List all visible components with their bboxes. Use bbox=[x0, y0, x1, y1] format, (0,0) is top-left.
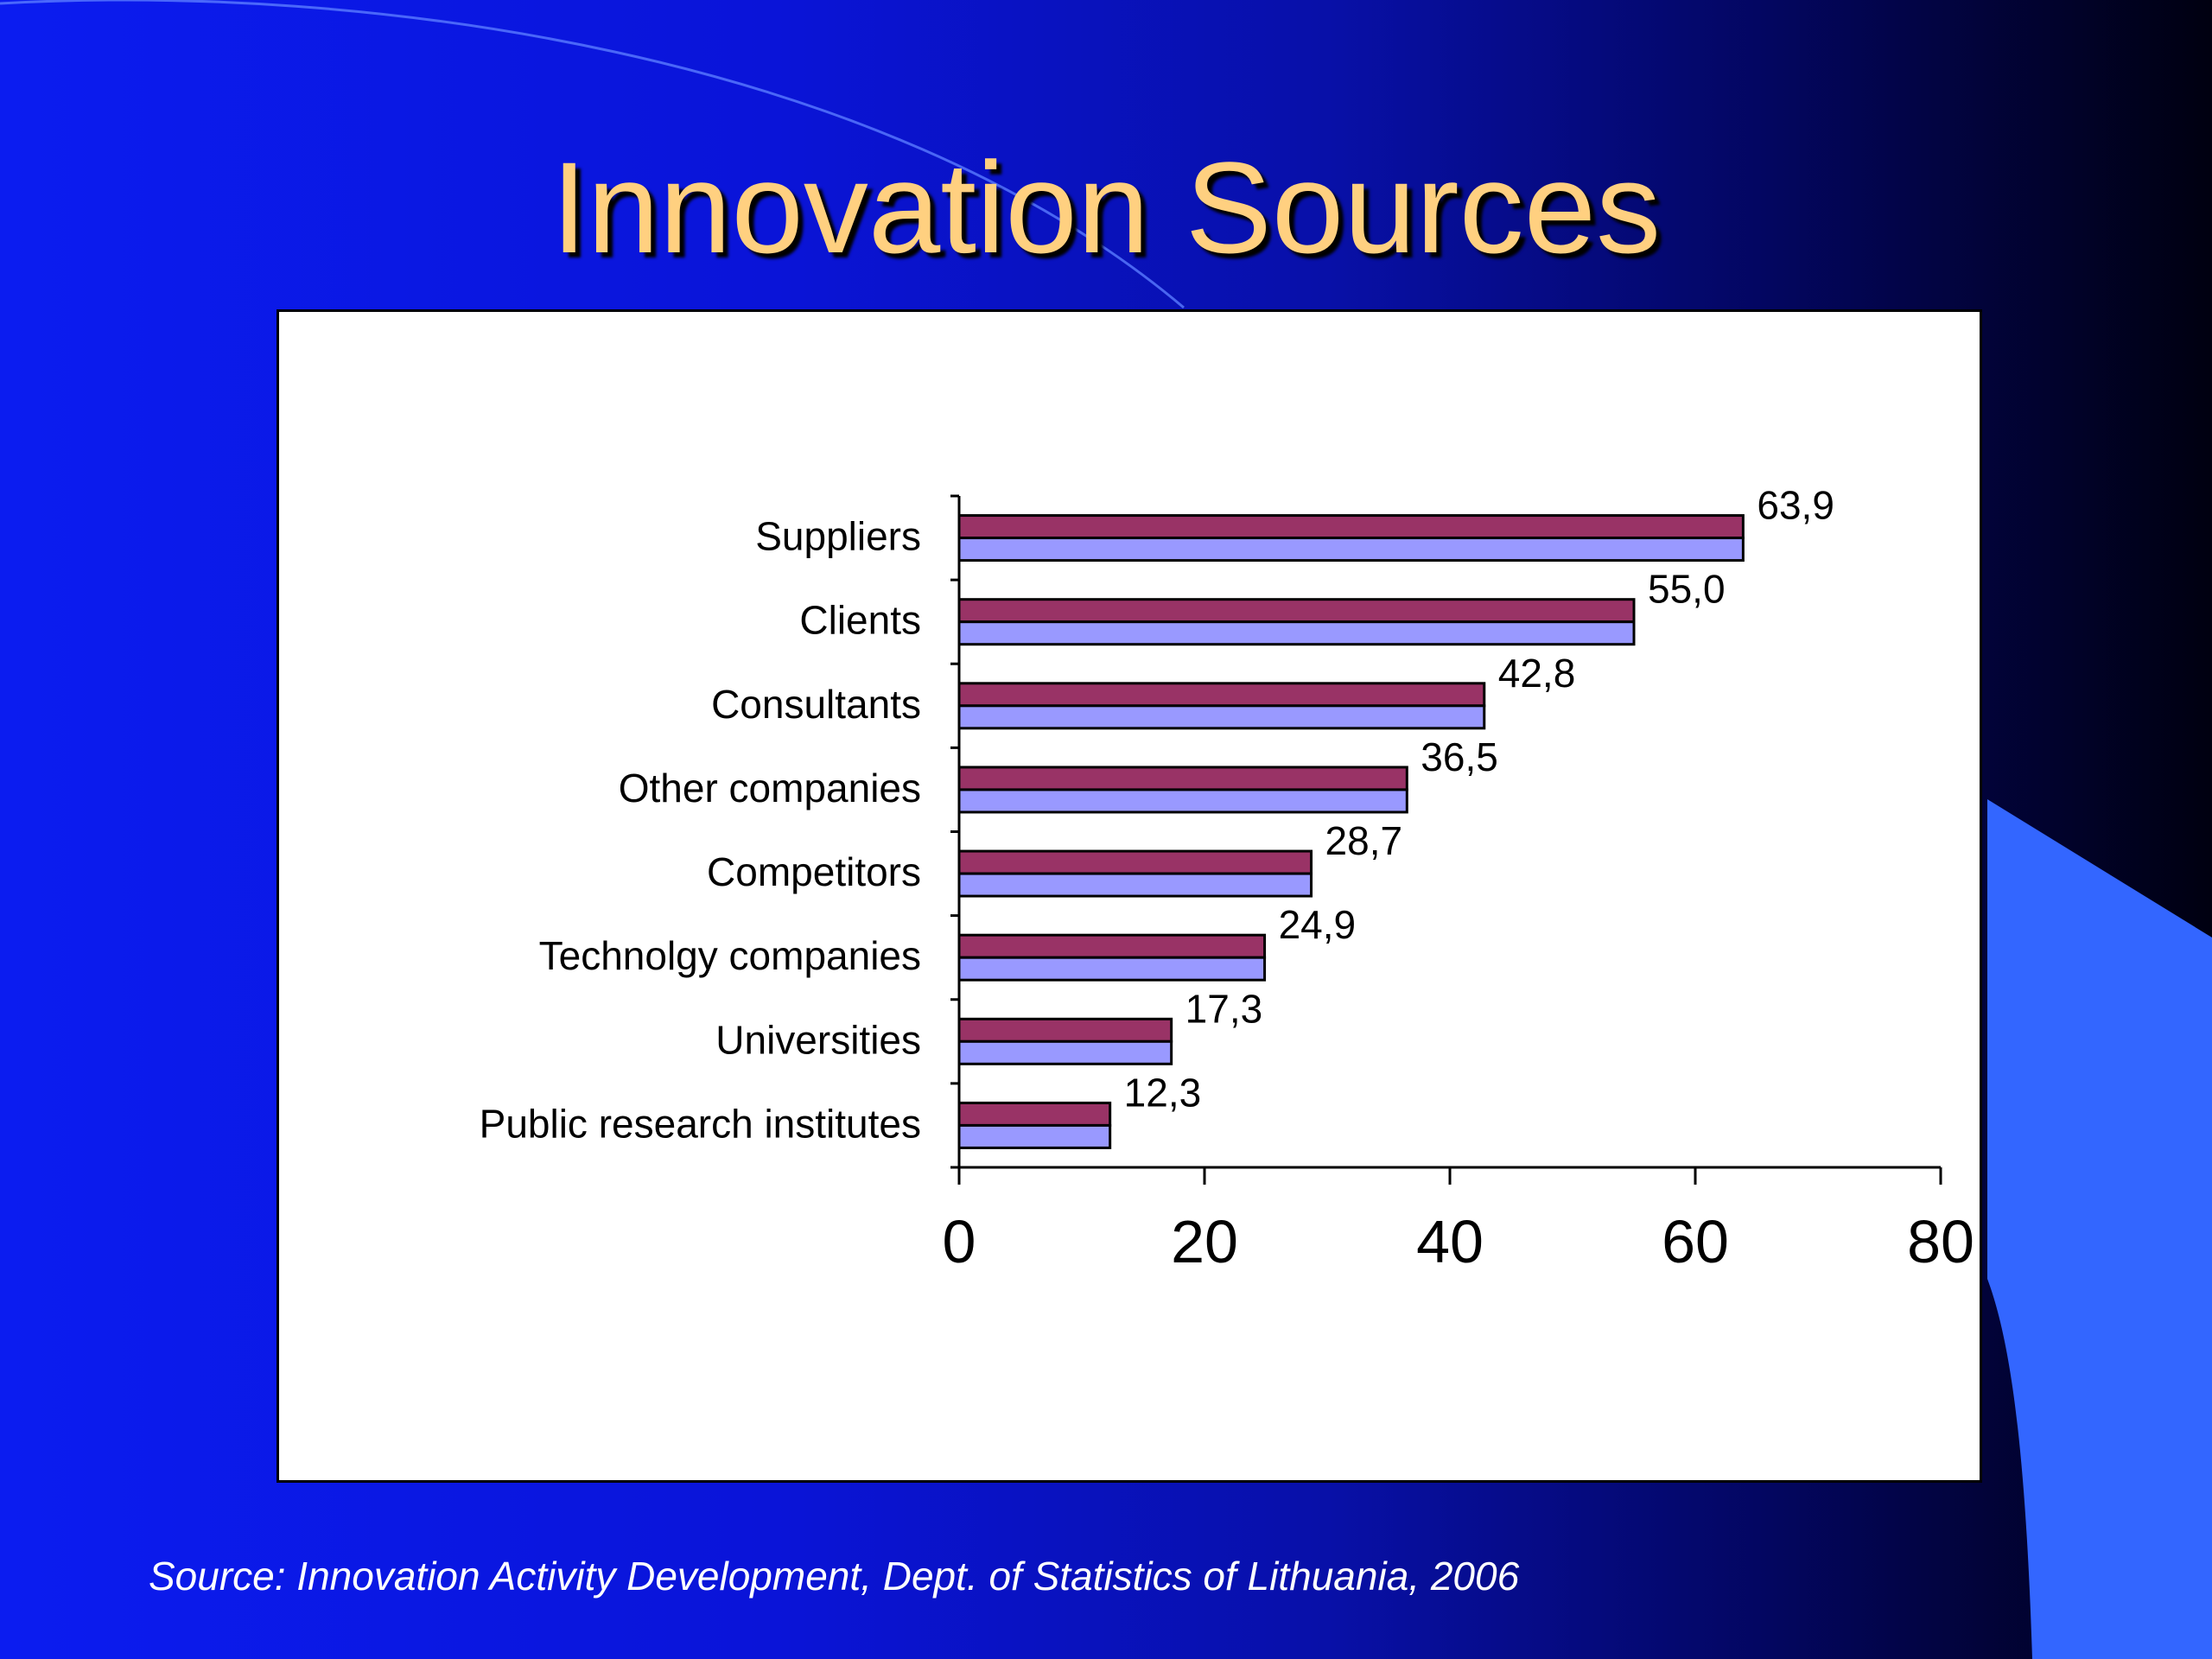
category-label: Universities bbox=[715, 1017, 921, 1062]
source-note: Source: Innovation Activity Development,… bbox=[149, 1554, 1520, 1599]
category-label: Other companies bbox=[619, 766, 921, 810]
value-tick-label: 40 bbox=[1416, 1208, 1484, 1275]
bar-dark bbox=[957, 849, 1313, 875]
bar-light bbox=[957, 1039, 1173, 1065]
bar-light bbox=[957, 620, 1636, 646]
data-label: 12,3 bbox=[1124, 1070, 1202, 1115]
bar-light bbox=[957, 788, 1408, 814]
bar-dark bbox=[957, 682, 1486, 708]
data-label: 55,0 bbox=[1648, 567, 1726, 612]
category-label: Consultants bbox=[711, 682, 921, 727]
data-label: 42,8 bbox=[1498, 651, 1576, 696]
data-label: 63,9 bbox=[1757, 483, 1834, 528]
category-label: Public research institutes bbox=[480, 1101, 921, 1146]
value-tick-label: 80 bbox=[1907, 1208, 1974, 1275]
category-label: Competitors bbox=[707, 849, 921, 894]
bar-dark bbox=[957, 598, 1636, 624]
bar-dark bbox=[957, 1101, 1112, 1127]
bar-dark bbox=[957, 933, 1267, 959]
bar-dark bbox=[957, 514, 1745, 540]
bar-light bbox=[957, 872, 1313, 898]
bar-light bbox=[957, 537, 1745, 563]
category-label: Clients bbox=[799, 598, 921, 643]
data-label: 28,7 bbox=[1325, 818, 1403, 863]
value-tick-label: 60 bbox=[1662, 1208, 1729, 1275]
data-label: 36,5 bbox=[1421, 734, 1498, 779]
slide-title: Innovation Sources bbox=[550, 135, 1662, 280]
bar-light bbox=[957, 704, 1486, 730]
bar-chart: Suppliers 63,9 Clients 55,0 Consultants 42,8 O… bbox=[480, 483, 1974, 1275]
value-tick-label: 20 bbox=[1171, 1208, 1238, 1275]
category-label: Technolgy companies bbox=[539, 933, 921, 978]
value-tick-label: 0 bbox=[943, 1208, 976, 1275]
decorative-arc bbox=[0, 0, 1185, 309]
bar-dark bbox=[957, 766, 1408, 791]
chart-panel: Suppliers 63,9 Clients 55,0 Consultants 42,8 O… bbox=[276, 309, 1982, 1483]
bar-light bbox=[957, 956, 1267, 982]
decorative-corner-shape bbox=[1987, 799, 2212, 1659]
category-label: Suppliers bbox=[755, 514, 921, 559]
bar-dark bbox=[957, 1017, 1173, 1043]
data-label: 17,3 bbox=[1185, 986, 1263, 1031]
bar-light bbox=[957, 1123, 1112, 1149]
data-label: 24,9 bbox=[1279, 902, 1357, 947]
